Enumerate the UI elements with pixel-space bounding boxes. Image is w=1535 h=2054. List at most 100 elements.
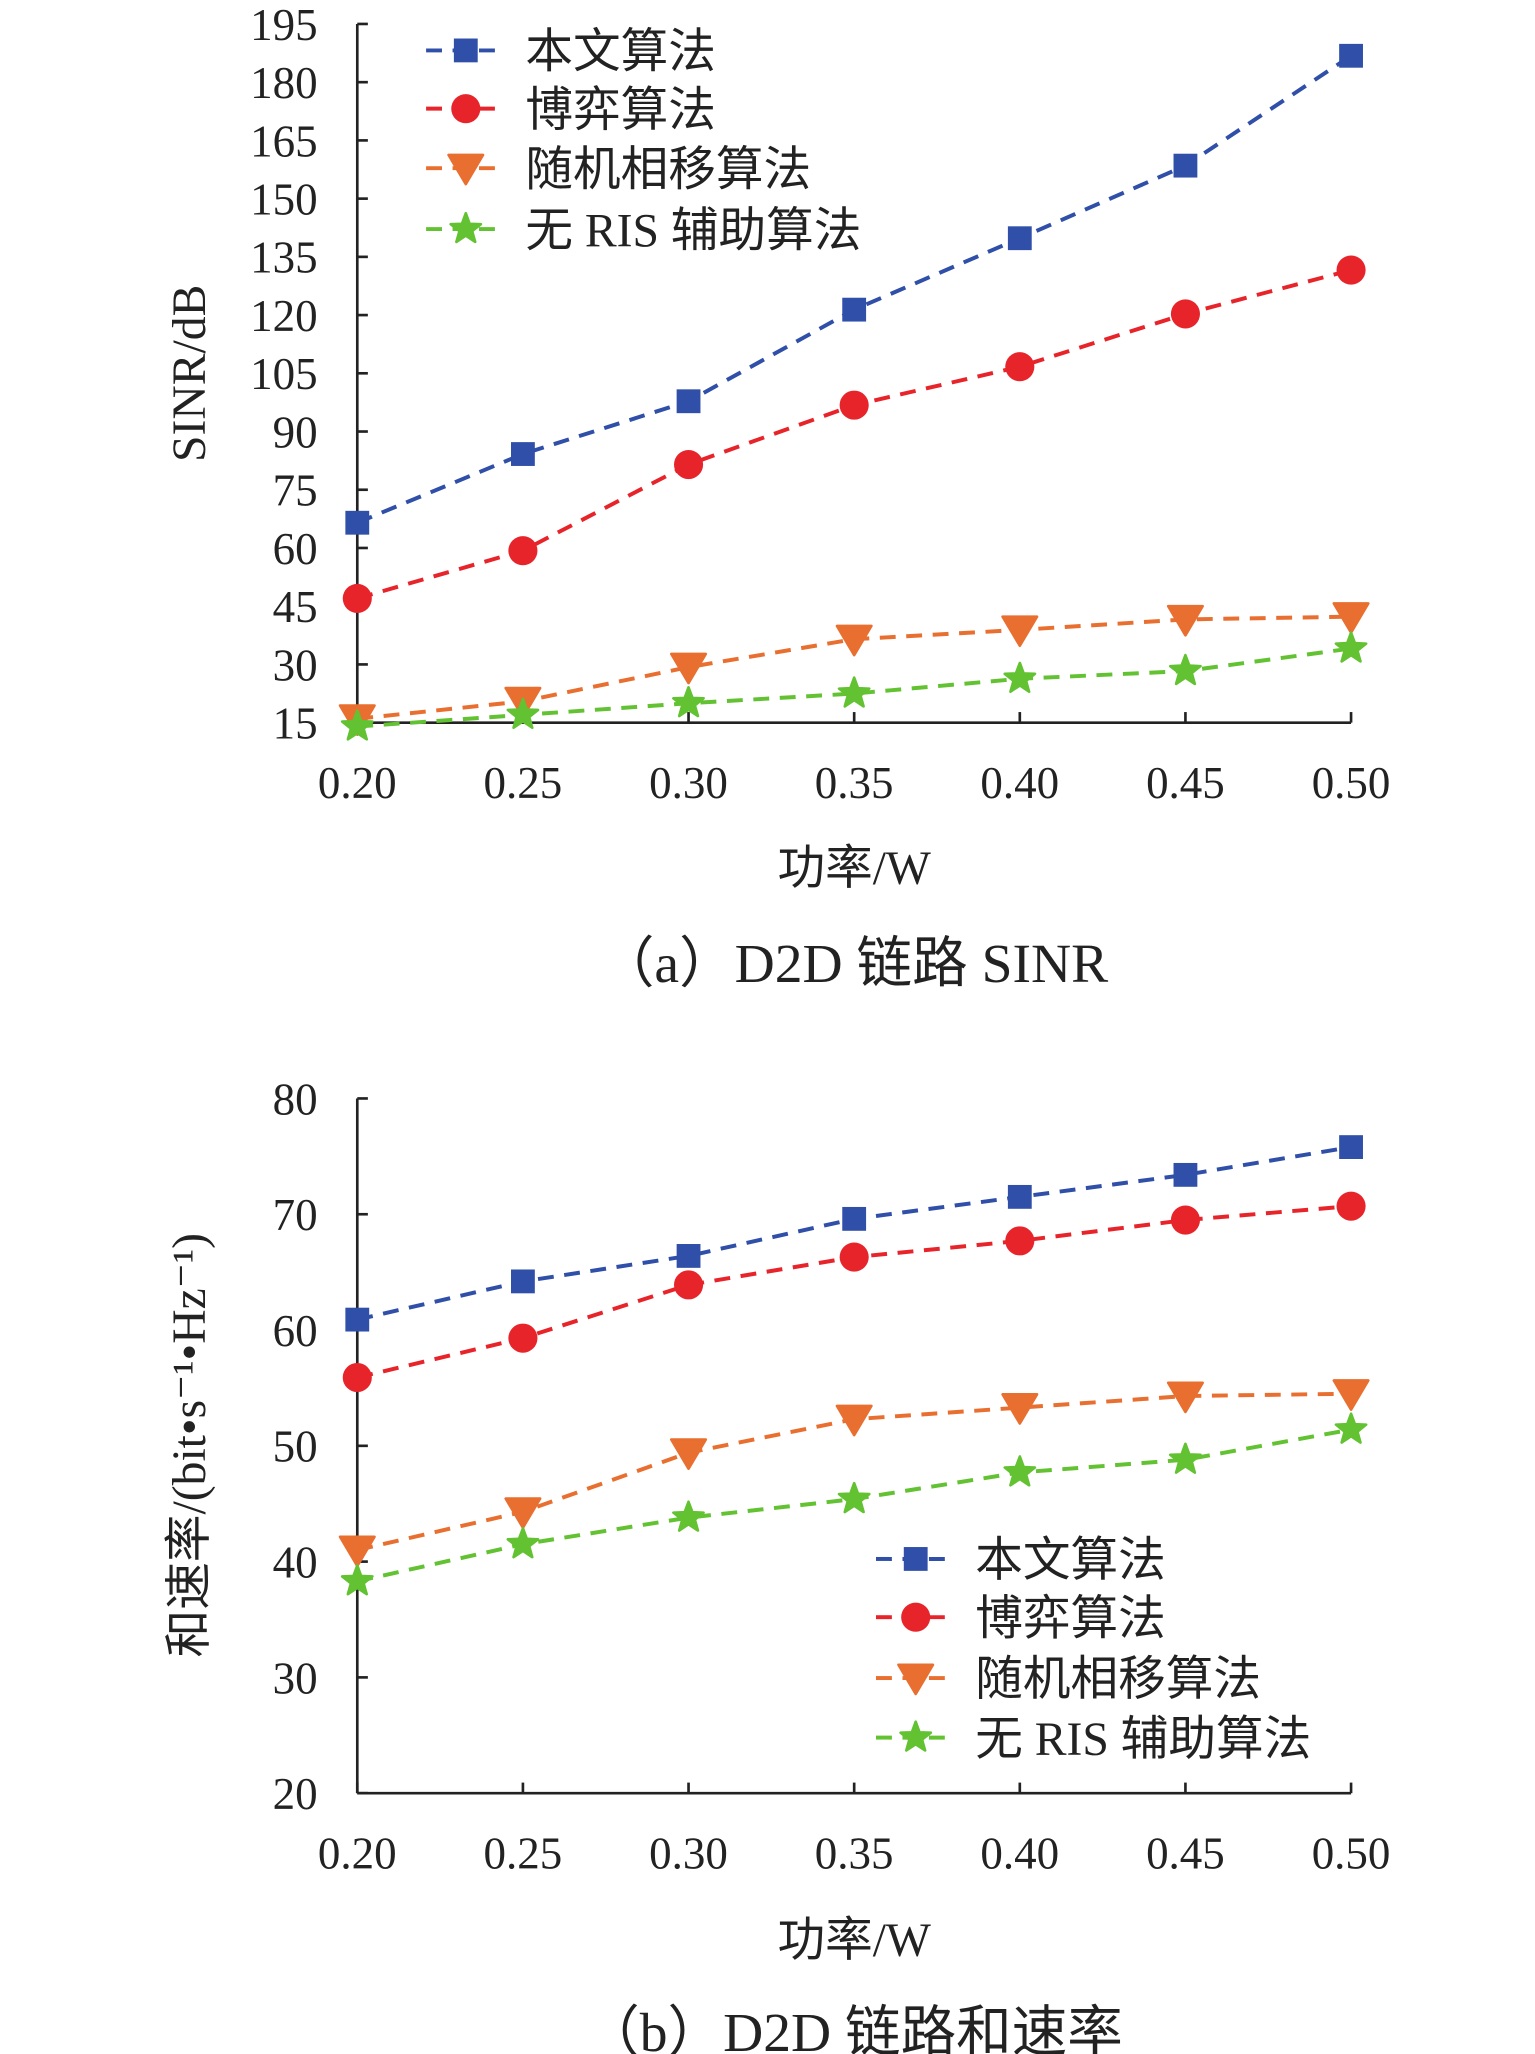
data-point <box>506 1527 540 1559</box>
chart-caption: （b）D2D 链路和速率 <box>584 2002 1123 2054</box>
legend-label: 无 RIS 辅助算法 <box>525 205 861 257</box>
data-point <box>1005 1226 1035 1256</box>
y-tick-label: 60 <box>273 524 318 574</box>
x-tick-label: 0.45 <box>1146 758 1225 808</box>
y-tick-label: 40 <box>273 1537 318 1587</box>
x-tick-label: 0.30 <box>649 758 728 808</box>
data-point <box>676 1244 701 1268</box>
data-point <box>839 1242 869 1272</box>
series-3 <box>340 1412 1368 1596</box>
data-point <box>1170 299 1200 329</box>
x-tick-label: 0.45 <box>1146 1829 1225 1879</box>
y-tick-label: 150 <box>250 175 317 225</box>
y-tick-label: 15 <box>273 699 318 749</box>
x-tick-label: 0.30 <box>649 1829 728 1879</box>
y-tick-label: 70 <box>273 1190 318 1240</box>
data-point <box>1334 631 1368 663</box>
data-point <box>1007 226 1032 251</box>
x-tick-label: 0.25 <box>484 1829 563 1879</box>
data-point <box>340 1564 374 1596</box>
data-point <box>1003 1455 1037 1487</box>
data-point <box>1168 653 1202 686</box>
data-point <box>345 510 370 535</box>
data-point <box>1003 661 1037 694</box>
series-line <box>356 1145 1352 1322</box>
x-tick-label: 0.50 <box>1312 1829 1391 1879</box>
series-line <box>356 1204 1352 1380</box>
data-point <box>1005 352 1035 382</box>
y-tick-label: 165 <box>250 116 317 166</box>
x-tick-label: 0.20 <box>318 1829 397 1879</box>
data-point <box>1332 1379 1370 1411</box>
chart-caption: （a）D2D 链路 SINR <box>599 933 1108 995</box>
series-line <box>356 54 1353 525</box>
data-point <box>504 1497 542 1530</box>
data-point <box>340 709 374 741</box>
legend-label: 本文算法 <box>975 1535 1166 1587</box>
data-point <box>842 297 867 322</box>
data-point <box>506 697 540 729</box>
data-point <box>676 389 701 414</box>
x-tick-label: 0.35 <box>815 1829 894 1879</box>
legend-label: 博弈算法 <box>525 84 716 137</box>
data-point <box>835 1404 873 1437</box>
legend-item: 本文算法 <box>426 27 716 79</box>
legend-item: 本文算法 <box>876 1535 1166 1587</box>
data-point <box>1166 1381 1204 1414</box>
legend-marker <box>449 211 483 244</box>
legend-item: 无 RIS 辅助算法 <box>426 205 861 257</box>
data-point <box>1334 1412 1368 1444</box>
data-point <box>338 1535 376 1568</box>
legend-item: 随机相移算法 <box>876 1654 1261 1706</box>
y-tick-label: 80 <box>273 1074 318 1124</box>
chart-a: 15 30 45 60 75 90 105 120 135 150 165 180 195 0.20 0.2… <box>164 0 1390 995</box>
y-tick-label: 75 <box>273 466 318 516</box>
y-tick-label: 50 <box>273 1422 318 1472</box>
series-1 <box>342 1191 1366 1393</box>
x-tick-label: 0.40 <box>980 1829 1059 1879</box>
series-0 <box>345 43 1363 535</box>
data-point <box>511 1269 535 1294</box>
data-point <box>672 685 705 718</box>
y-tick-label: 30 <box>273 640 318 690</box>
y-tick-label: 180 <box>250 58 317 108</box>
data-point <box>842 1206 867 1231</box>
chart-b: 20 30 40 50 60 70 80 0.20 0.25 0.30 0.35 0.40 0.45 0.… <box>164 1074 1390 2054</box>
data-point <box>1170 1205 1200 1235</box>
y-tick-label: 135 <box>250 233 317 283</box>
x-tick-label: 0.25 <box>484 758 563 808</box>
data-point <box>1173 153 1198 178</box>
data-point <box>511 442 535 466</box>
legend-item: 博弈算法 <box>876 1592 1166 1645</box>
data-point <box>673 449 704 480</box>
y-axis-label: 和速率/(bit•s⁻¹•Hz⁻¹) <box>164 1233 216 1657</box>
legend-label: 随机相移算法 <box>975 1654 1261 1706</box>
data-point <box>839 390 869 420</box>
data-point <box>508 536 538 566</box>
y-tick-label: 30 <box>273 1653 318 1703</box>
data-point <box>1168 1442 1202 1474</box>
data-point <box>837 676 871 708</box>
data-point <box>670 1438 708 1470</box>
legend-label: 无 RIS 辅助算法 <box>975 1714 1311 1766</box>
y-axis-label: SINR/dB <box>164 285 216 462</box>
data-point <box>837 1481 871 1514</box>
data-point <box>1173 1162 1198 1187</box>
data-point <box>670 652 708 685</box>
legend-marker <box>451 94 481 124</box>
data-point <box>1339 43 1363 68</box>
data-point <box>835 624 873 657</box>
legend-item: 博弈算法 <box>426 84 716 137</box>
y-tick-label: 90 <box>273 407 318 457</box>
series-3 <box>340 631 1368 741</box>
legend-marker <box>903 1547 928 1571</box>
legend-label: 本文算法 <box>525 27 716 79</box>
data-point <box>672 1500 705 1532</box>
x-axis-label: 功率/W <box>777 1915 930 1967</box>
legend-marker <box>901 1602 931 1632</box>
legend-marker <box>453 38 478 63</box>
data-point <box>1336 1191 1366 1221</box>
data-point <box>508 1323 538 1353</box>
data-point <box>673 1270 704 1300</box>
